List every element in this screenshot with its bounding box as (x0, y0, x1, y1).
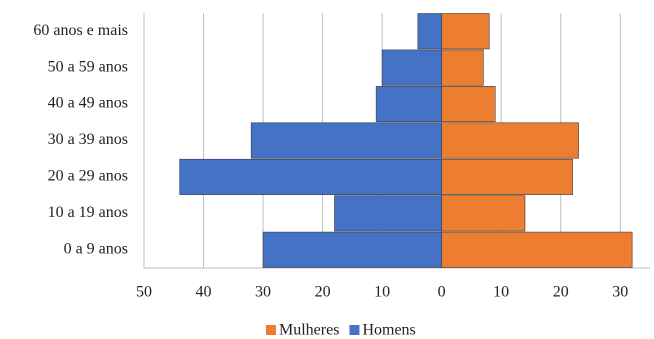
bar (441, 231, 633, 268)
bar (381, 49, 442, 86)
x-tick-label: 10 (374, 284, 390, 301)
bar (262, 231, 442, 268)
y-tick-label: 10 a 19 anos (48, 204, 128, 221)
y-tick-label: 40 a 49 anos (48, 95, 128, 112)
y-tick-label: 30 a 39 anos (48, 131, 128, 148)
bar (441, 158, 573, 195)
x-tick-label: 40 (196, 284, 212, 301)
bar (334, 195, 442, 232)
x-tick-label: 20 (553, 284, 569, 301)
legend-swatch (349, 325, 360, 335)
y-tick-label: 50 a 59 anos (48, 58, 128, 75)
x-tick-label: 20 (315, 284, 331, 301)
bar (441, 86, 496, 123)
bar (441, 49, 484, 86)
x-tick-label: 50 (136, 284, 152, 301)
bar (441, 13, 490, 50)
bar (417, 13, 442, 50)
x-tick-label: 30 (612, 284, 628, 301)
x-tick-label: 0 (438, 284, 446, 301)
legend-label: Mulheres (279, 322, 339, 339)
legend-swatch (266, 325, 276, 335)
y-tick-label: 20 a 29 anos (48, 168, 128, 185)
bar (250, 122, 442, 159)
bar (441, 195, 526, 232)
y-tick-label: 60 anos e mais (33, 22, 128, 39)
y-tick-label: 0 a 9 anos (64, 240, 128, 257)
x-tick-label: 10 (493, 284, 509, 301)
legend-label: Homens (362, 322, 415, 339)
x-tick-label: 30 (255, 284, 271, 301)
bar (179, 158, 442, 195)
bar (375, 86, 442, 123)
bar (441, 122, 579, 159)
